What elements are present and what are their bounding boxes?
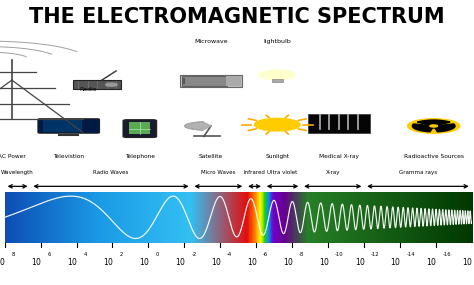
Text: Radio Waves: Radio Waves	[93, 170, 128, 176]
Circle shape	[430, 125, 438, 127]
Text: 2: 2	[119, 252, 123, 257]
Polygon shape	[434, 124, 455, 132]
Text: Infrared: Infrared	[244, 170, 265, 176]
Circle shape	[408, 119, 460, 133]
Text: -8: -8	[299, 252, 304, 257]
Bar	[129, 122, 150, 134]
Text: $10$: $10$	[211, 256, 222, 267]
Text: THE ELECTROMAGNETIC SPECTRUM: THE ELECTROMAGNETIC SPECTRUM	[29, 7, 445, 27]
FancyBboxPatch shape	[123, 120, 156, 137]
Text: $10$: $10$	[31, 256, 43, 267]
Bar	[73, 80, 121, 89]
Text: Micro Waves: Micro Waves	[201, 170, 236, 176]
Text: Gramma rays: Gramma rays	[399, 170, 437, 176]
Text: 6: 6	[48, 252, 51, 257]
Circle shape	[255, 118, 300, 131]
Polygon shape	[412, 124, 434, 132]
Bar	[43, 120, 82, 132]
Text: Satellite: Satellite	[199, 154, 223, 159]
Text: $10$: $10$	[175, 256, 186, 267]
Text: -16: -16	[443, 252, 451, 257]
Text: -14: -14	[407, 252, 415, 257]
Text: $10$: $10$	[355, 256, 366, 267]
Text: Televistion: Televistion	[53, 154, 84, 159]
Text: $10$: $10$	[427, 256, 438, 267]
Text: $10$: $10$	[319, 256, 330, 267]
Text: -12: -12	[371, 252, 380, 257]
Text: -4: -4	[227, 252, 232, 257]
Text: $10$: $10$	[283, 256, 294, 267]
Polygon shape	[185, 122, 211, 130]
Text: Sunlight: Sunlight	[265, 154, 289, 159]
Text: Wavelength: Wavelength	[1, 170, 34, 176]
Bar	[272, 79, 283, 82]
Text: AC Power: AC Power	[0, 154, 26, 159]
Text: -2: -2	[191, 252, 197, 257]
Text: -10: -10	[335, 252, 344, 257]
Text: $10$: $10$	[0, 256, 7, 267]
Text: 8: 8	[12, 252, 15, 257]
Text: Radioactive Sources: Radioactive Sources	[404, 154, 464, 159]
Text: X-ray: X-ray	[326, 170, 340, 176]
Text: Ultra violet: Ultra violet	[267, 170, 298, 176]
Text: $10$: $10$	[247, 256, 258, 267]
Text: -6: -6	[263, 252, 268, 257]
Text: Telephone: Telephone	[125, 154, 155, 159]
Circle shape	[106, 83, 117, 86]
Polygon shape	[418, 120, 450, 126]
Text: $10$: $10$	[103, 256, 114, 267]
Text: $10$: $10$	[67, 256, 78, 267]
Bar	[226, 76, 240, 86]
Bar	[308, 114, 370, 133]
Circle shape	[259, 70, 295, 80]
Text: $10$: $10$	[391, 256, 401, 267]
Text: $10$: $10$	[139, 256, 150, 267]
Circle shape	[427, 124, 441, 128]
Text: lightbulb: lightbulb	[264, 39, 291, 44]
Text: $10$: $10$	[462, 256, 474, 267]
Text: Microwave: Microwave	[194, 39, 228, 44]
FancyBboxPatch shape	[38, 119, 100, 133]
Bar	[182, 76, 227, 86]
Text: Medical X-ray: Medical X-ray	[319, 154, 359, 159]
Text: Radio: Radio	[79, 87, 97, 92]
Text: 4: 4	[83, 252, 87, 257]
Bar	[180, 76, 242, 87]
Text: 0: 0	[155, 252, 159, 257]
